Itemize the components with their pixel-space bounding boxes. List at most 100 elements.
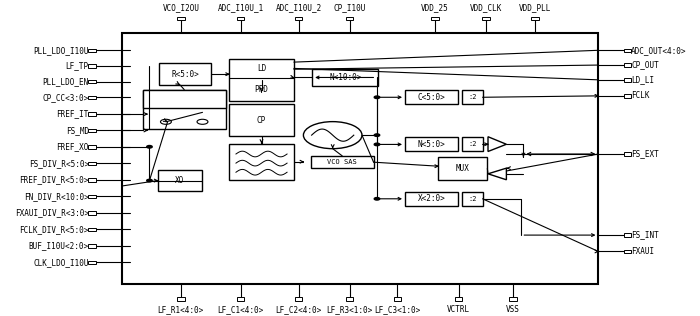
Bar	[510, 297, 517, 301]
Text: LD: LD	[257, 64, 266, 73]
Bar	[122, 33, 598, 284]
Text: N<10:0>: N<10:0>	[329, 73, 361, 82]
Bar	[624, 250, 631, 253]
Text: XO: XO	[175, 176, 184, 185]
Text: :2: :2	[468, 142, 477, 148]
Text: CP: CP	[257, 116, 266, 125]
Text: VCO_I2OU: VCO_I2OU	[162, 3, 199, 13]
Text: X<2:0>: X<2:0>	[418, 194, 445, 203]
Text: VDD_CLK: VDD_CLK	[470, 3, 502, 13]
Bar	[624, 234, 631, 237]
Text: :2: :2	[468, 94, 477, 100]
Bar	[237, 297, 244, 301]
Text: FS_INT: FS_INT	[631, 231, 659, 240]
Text: CP_OUT: CP_OUT	[631, 61, 659, 70]
Bar	[158, 170, 202, 191]
Bar	[88, 129, 96, 132]
Bar	[311, 156, 374, 168]
Bar	[143, 89, 226, 129]
Bar	[431, 16, 439, 20]
Bar	[88, 64, 96, 68]
Text: LF_C2<4:0>: LF_C2<4:0>	[276, 305, 322, 314]
Bar	[88, 261, 96, 264]
Text: FN_DIV_R<10:0>: FN_DIV_R<10:0>	[24, 192, 89, 201]
Bar	[159, 64, 211, 85]
Bar	[393, 297, 401, 301]
Bar	[237, 16, 244, 20]
Text: FS_DIV_R<5:0>: FS_DIV_R<5:0>	[29, 159, 89, 168]
Bar	[438, 157, 487, 180]
Text: FS_MD: FS_MD	[66, 126, 89, 135]
Text: PFD: PFD	[255, 85, 269, 94]
Bar	[88, 244, 96, 248]
Text: PLL_LDO_I10U: PLL_LDO_I10U	[34, 46, 89, 55]
Text: CLK_LDO_I10U: CLK_LDO_I10U	[34, 258, 89, 267]
Bar	[462, 192, 482, 206]
Text: MUX: MUX	[456, 164, 470, 173]
Bar	[88, 228, 96, 231]
Circle shape	[374, 134, 379, 137]
Bar	[482, 16, 490, 20]
Text: ADC_I10U_2: ADC_I10U_2	[276, 3, 322, 13]
Circle shape	[374, 143, 379, 146]
Bar	[177, 297, 185, 301]
Bar	[624, 63, 631, 67]
Text: FS_EXT: FS_EXT	[631, 149, 659, 159]
Bar	[624, 152, 631, 156]
Bar	[229, 104, 294, 136]
Text: N<5:0>: N<5:0>	[418, 140, 445, 149]
Bar	[229, 144, 294, 180]
Bar	[88, 162, 96, 165]
Bar	[295, 297, 302, 301]
Text: BUF_I10U<2:0>: BUF_I10U<2:0>	[29, 242, 89, 251]
Bar	[295, 16, 302, 20]
Bar	[312, 69, 378, 86]
Bar	[88, 211, 96, 215]
Text: CP_I10U: CP_I10U	[333, 3, 366, 13]
Text: LF_C1<4:0>: LF_C1<4:0>	[218, 305, 264, 314]
Text: LF_R1<4:0>: LF_R1<4:0>	[158, 305, 204, 314]
Bar	[88, 49, 96, 52]
Bar	[405, 192, 458, 206]
Bar	[405, 90, 458, 104]
Bar	[455, 297, 463, 301]
Text: :2: :2	[468, 196, 477, 202]
Bar	[624, 94, 631, 98]
Text: FCLK: FCLK	[631, 91, 650, 100]
Text: FREF_DIV_R<5:0>: FREF_DIV_R<5:0>	[20, 175, 89, 184]
Bar	[462, 90, 482, 104]
Text: VDD_PLL: VDD_PLL	[519, 3, 551, 13]
Text: ADC_OUT<4:0>: ADC_OUT<4:0>	[631, 46, 687, 55]
Circle shape	[147, 146, 152, 148]
Circle shape	[374, 96, 379, 99]
Text: CP_CC<3:0>: CP_CC<3:0>	[43, 93, 89, 102]
Text: FCLK_DIV_R<5:0>: FCLK_DIV_R<5:0>	[20, 225, 89, 234]
Bar	[88, 80, 96, 83]
Text: FXAUI_DIV_R<3:0>: FXAUI_DIV_R<3:0>	[15, 209, 89, 218]
Text: ADC_I10U_1: ADC_I10U_1	[218, 3, 264, 13]
Bar	[88, 112, 96, 116]
Bar	[531, 16, 539, 20]
Text: VCTRL: VCTRL	[447, 305, 470, 314]
Bar	[88, 145, 96, 149]
Bar	[229, 59, 294, 100]
Bar	[143, 89, 226, 108]
Bar	[346, 297, 354, 301]
Text: C<5:0>: C<5:0>	[418, 93, 445, 102]
Bar	[624, 78, 631, 82]
Text: VSS: VSS	[506, 305, 520, 314]
Text: LF_C3<1:0>: LF_C3<1:0>	[374, 305, 421, 314]
Text: R<5:0>: R<5:0>	[172, 70, 199, 79]
Text: PLL_LDO_EN: PLL_LDO_EN	[43, 77, 89, 86]
Bar	[462, 137, 482, 151]
Bar	[624, 49, 631, 52]
Bar	[177, 16, 185, 20]
Text: FREF_XO: FREF_XO	[57, 142, 89, 151]
Text: LF_TP: LF_TP	[66, 62, 89, 70]
Bar	[88, 195, 96, 198]
Text: VDD_25: VDD_25	[421, 3, 449, 13]
Bar	[88, 96, 96, 99]
Text: VCO SAS: VCO SAS	[328, 159, 357, 165]
Bar	[405, 137, 458, 151]
Text: LD_LI: LD_LI	[631, 75, 655, 84]
